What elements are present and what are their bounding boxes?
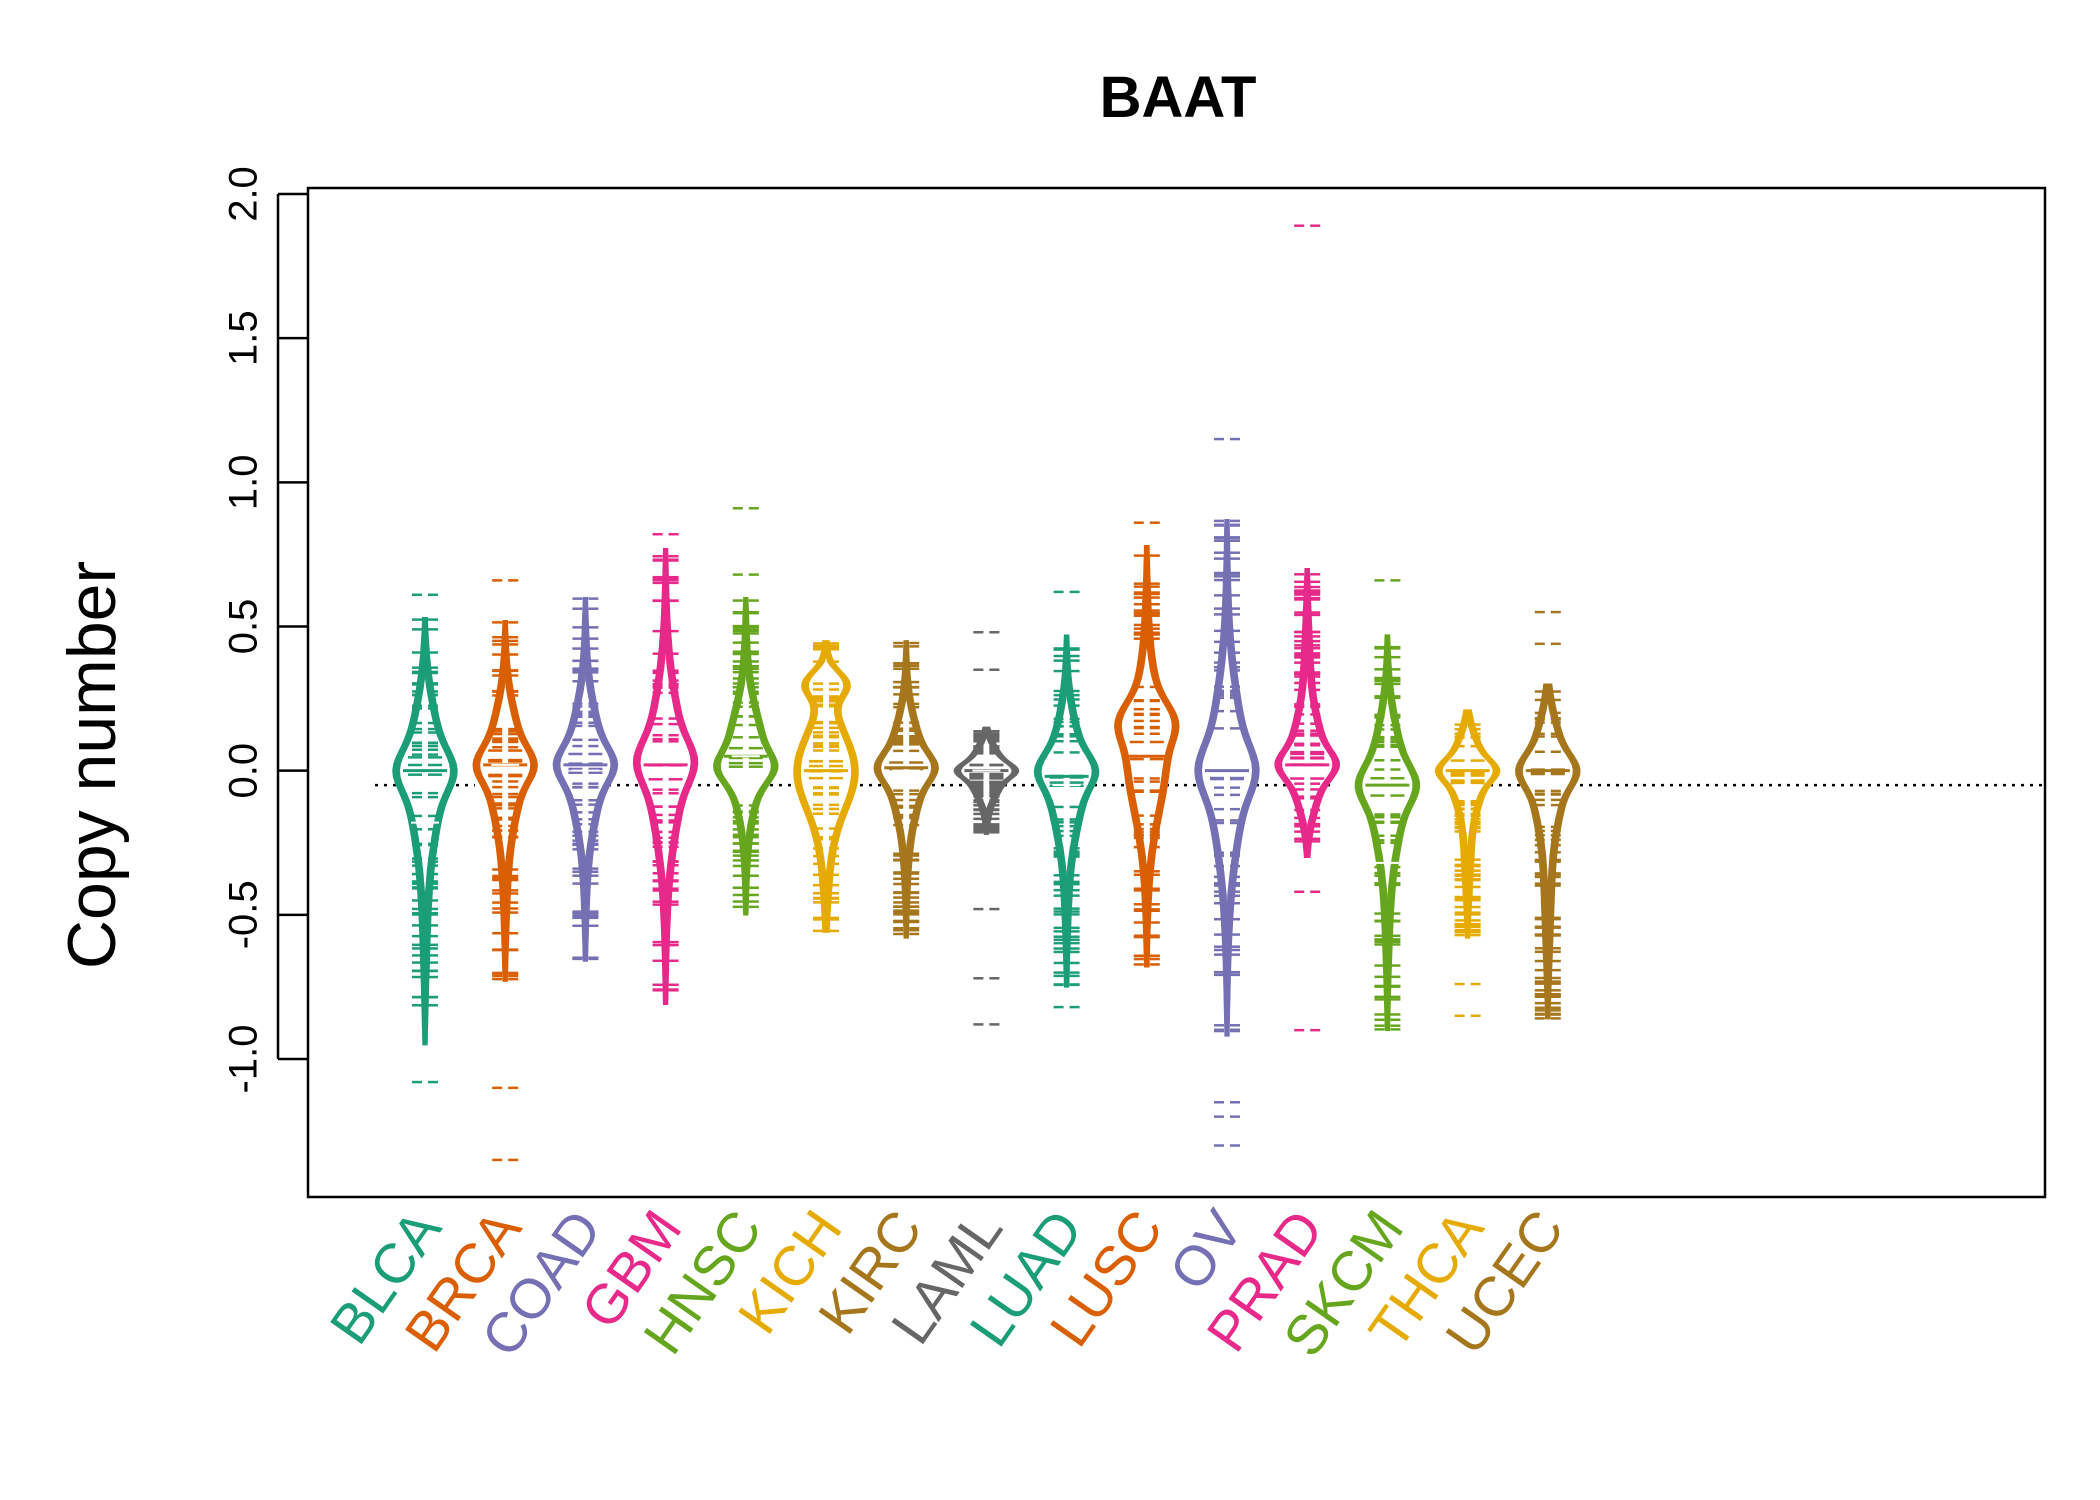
bean-observations <box>1129 554 1164 966</box>
plot-frame <box>306 186 2047 1199</box>
bean-interior <box>560 597 611 961</box>
bean-interior <box>1442 710 1493 938</box>
bean-observations <box>889 641 924 936</box>
beans: BLCABRCACOADGBMHNSCKICHKIRCLAMLLUADLUSCO… <box>317 224 1581 1367</box>
bean-interior <box>1522 684 1573 1019</box>
bean-observations <box>809 642 843 933</box>
bean-interior <box>1041 635 1092 987</box>
plot-area: -1.0 -0.5 0.0 0.5 1.0 1.5 2.0 BLCABRCACOADGBMHN… <box>222 166 2047 1367</box>
bean-interior <box>400 617 450 1045</box>
y-tick-label: -1.0 <box>222 1025 266 1094</box>
bean-observations <box>969 730 1004 834</box>
y-axis: -1.0 -0.5 0.0 0.5 1.0 1.5 2.0 <box>222 166 308 1093</box>
bean-observations <box>1370 645 1405 1031</box>
bean-interior <box>801 640 851 933</box>
bean-observations <box>568 597 603 961</box>
bean-observations <box>1530 690 1565 1020</box>
bean-interior <box>480 620 531 982</box>
y-tick-label: -0.5 <box>222 880 266 949</box>
y-axis-label: Copy number <box>54 561 130 969</box>
bean-observations <box>1210 519 1244 1033</box>
y-tick-label: 2.0 <box>222 166 266 222</box>
bean-thca: THCA <box>1356 709 1501 1360</box>
bean-interior <box>1282 568 1333 858</box>
bean-interior <box>961 727 1012 835</box>
bean-observations <box>488 621 523 981</box>
y-tick-label: 1.0 <box>222 455 266 511</box>
y-tick-label: 0.5 <box>222 599 266 655</box>
bean-interior <box>881 640 932 938</box>
bean-interior <box>1202 519 1252 1036</box>
y-tick-label: 1.5 <box>222 310 266 366</box>
bean-observations <box>1450 723 1485 937</box>
bean-ov: OV <box>1157 437 1260 1301</box>
bean-interior <box>1362 635 1413 1031</box>
chart-title: BAAT <box>1100 65 1257 130</box>
bean-observations <box>408 618 442 1007</box>
bean-observations <box>728 599 763 909</box>
bean-interior <box>640 548 691 1005</box>
y-tick-label: 0.0 <box>222 743 266 799</box>
bean-blca: BLCA <box>317 593 458 1355</box>
bean-observations <box>1290 573 1325 843</box>
bean-observations <box>1049 647 1084 987</box>
